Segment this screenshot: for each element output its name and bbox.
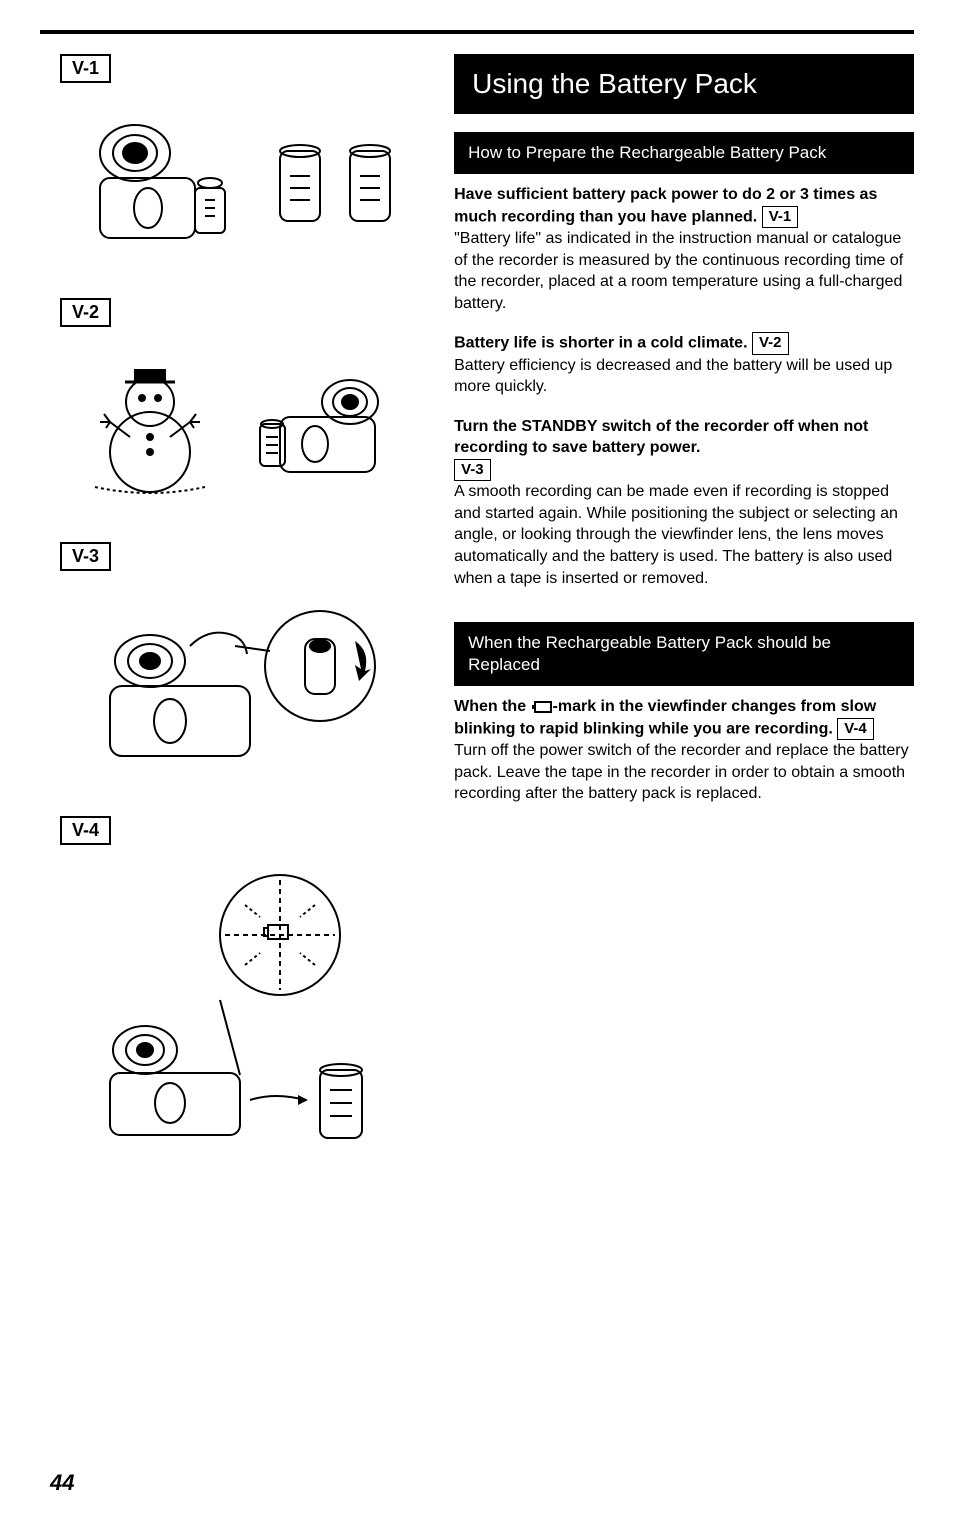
ref-inline-v2: V-2 xyxy=(752,332,789,354)
ref-v2: V-2 xyxy=(60,298,111,327)
camcorder-icon xyxy=(80,108,260,258)
right-column: Using the Battery Pack How to Prepare th… xyxy=(454,54,914,1190)
camcorder-icon xyxy=(250,362,400,492)
subsection-prepare: How to Prepare the Rechargeable Battery … xyxy=(454,132,914,174)
para-v1: Have sufficient battery pack power to do… xyxy=(454,184,914,314)
p1-body: "Battery life" as indicated in the instr… xyxy=(454,230,903,312)
ref-v4: V-4 xyxy=(60,816,111,845)
snowman-icon xyxy=(80,352,240,502)
p2-body: Battery efficiency is decreased and the … xyxy=(454,357,892,396)
p4-bold-a: When the xyxy=(454,698,530,715)
ref-inline-v1: V-1 xyxy=(762,206,799,228)
battery-icon xyxy=(340,136,400,231)
subsection-replace: When the Rechargeable Battery Pack shoul… xyxy=(454,622,914,686)
section-title: Using the Battery Pack xyxy=(454,54,914,114)
p2-bold: Battery life is shorter in a cold climat… xyxy=(454,335,747,352)
ref-inline-v4: V-4 xyxy=(837,718,874,740)
ref-v3: V-3 xyxy=(60,542,111,571)
left-column: V-1 xyxy=(40,54,424,1190)
p1-bold: Have sufficient battery pack power to do… xyxy=(454,186,877,225)
ref-v1: V-1 xyxy=(60,54,111,83)
battery-mark-icon xyxy=(531,700,553,714)
standby-switch-icon xyxy=(70,591,410,781)
p3-bold: Turn the STANDBY switch of the recorder … xyxy=(454,418,868,457)
battery-icon xyxy=(270,136,330,231)
main-content: V-1 xyxy=(40,54,914,1190)
illustration-v2 xyxy=(60,342,420,512)
illustration-v3 xyxy=(60,586,420,786)
illustration-v1 xyxy=(60,98,420,268)
page-number: 44 xyxy=(50,1470,74,1496)
illustration-v4 xyxy=(60,860,420,1160)
top-rule xyxy=(40,30,914,34)
para-v2: Battery life is shorter in a cold climat… xyxy=(454,332,914,397)
para-v4: When the -mark in the viewfinder changes… xyxy=(454,696,914,805)
ref-inline-v3: V-3 xyxy=(454,459,491,481)
p3-body: A smooth recording can be made even if r… xyxy=(454,483,898,586)
para-v3: Turn the STANDBY switch of the recorder … xyxy=(454,416,914,589)
p4-body: Turn off the power switch of the recorde… xyxy=(454,742,908,802)
viewfinder-blink-icon xyxy=(70,865,410,1155)
